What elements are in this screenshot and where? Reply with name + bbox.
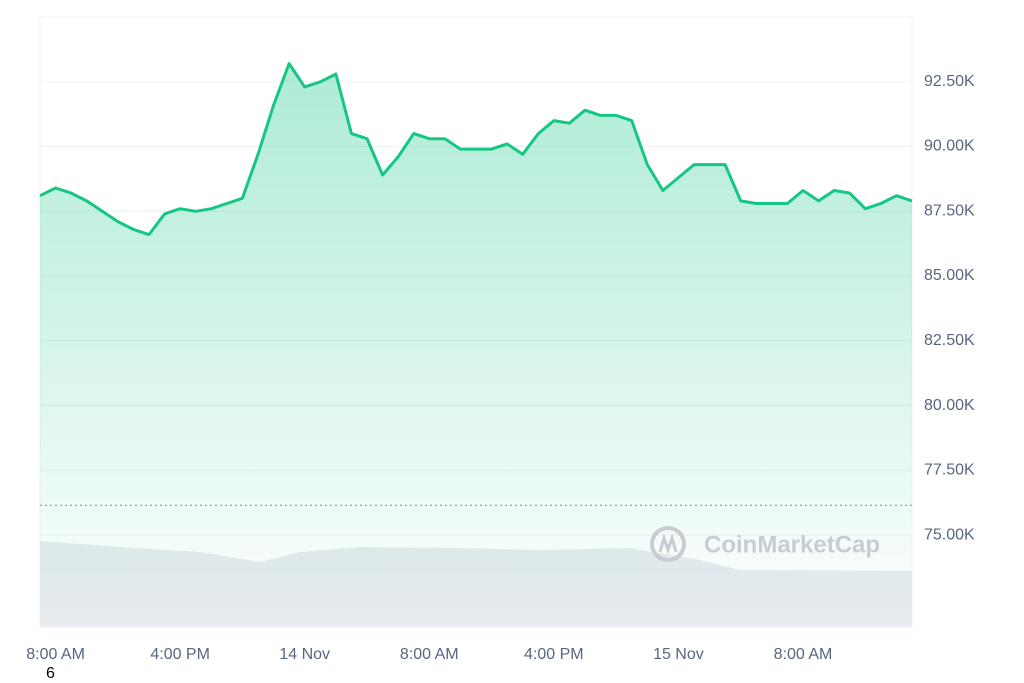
price-line [39,62,913,237]
x-tick-label: 8:00 AM [26,646,85,663]
y-tick-label: 80.00K [924,397,975,414]
page-marker: 6 [46,665,55,682]
x-tick-label: 14 Nov [279,646,330,663]
y-tick-label: 82.50K [924,332,975,349]
y-tick-label: 77.50K [924,462,975,479]
area-fill [40,63,912,628]
x-tick-label: 15 Nov [653,646,704,663]
x-tick-label: 8:00 AM [400,646,459,663]
watermark: CoinMarketCap [704,531,880,558]
x-tick-label: 4:00 PM [150,646,210,663]
y-tick-label: 90.00K [924,138,975,155]
y-tick-label: 92.50K [924,73,975,90]
y-tick-label: 85.00K [924,267,975,284]
y-tick-label: 75.00K [924,526,975,543]
watermark-logo [650,526,686,562]
plot [39,62,913,628]
x-tick-label: 8:00 AM [774,646,833,663]
x-tick-label: 4:00 PM [524,646,584,663]
y-tick-label: 87.50K [924,202,975,219]
